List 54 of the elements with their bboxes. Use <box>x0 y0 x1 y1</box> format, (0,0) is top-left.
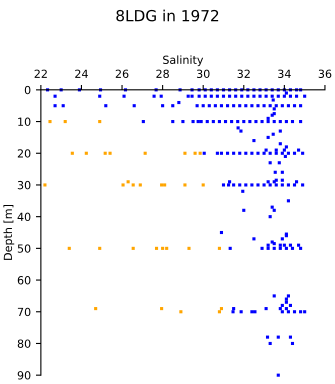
point <box>84 152 88 155</box>
y-tick-label: 80 <box>18 339 30 348</box>
point <box>160 183 164 187</box>
x-tick-label: 32 <box>238 70 250 78</box>
y-axis-title: Depth [m] <box>3 205 14 260</box>
x-tick-label: 24 <box>75 70 88 78</box>
point <box>218 246 221 250</box>
x-tick-label: 34 <box>278 70 291 78</box>
point <box>48 120 52 124</box>
x-tick-label: 28 <box>156 70 169 78</box>
point <box>70 152 74 155</box>
x-tick-label: 26 <box>116 70 128 78</box>
x-tick-label: 22 <box>34 70 47 78</box>
point <box>161 246 164 250</box>
point <box>165 246 168 250</box>
point <box>163 183 166 187</box>
point <box>202 183 205 187</box>
chart-title: 8LDG in 1972 <box>116 10 218 22</box>
point <box>94 307 98 310</box>
y-tick-label: 40 <box>18 212 30 222</box>
point <box>132 246 135 250</box>
point <box>43 183 46 187</box>
point <box>154 246 158 250</box>
point <box>220 307 224 310</box>
point <box>179 310 182 314</box>
point <box>64 120 67 124</box>
point <box>121 183 125 187</box>
y-tick-label: 0 <box>24 86 30 94</box>
point <box>132 183 135 187</box>
y-tick-label: 90 <box>18 371 30 380</box>
y-tick-label: 70 <box>18 308 30 316</box>
x-tick-label: 36 <box>318 70 332 78</box>
point <box>183 152 186 155</box>
point <box>98 120 102 124</box>
point <box>160 307 164 310</box>
point <box>187 246 191 250</box>
y-tick-label: 50 <box>18 244 30 253</box>
point <box>68 246 71 250</box>
y-tick-label: 10 <box>18 118 30 126</box>
point <box>138 183 142 187</box>
point <box>183 183 186 187</box>
point <box>126 180 130 184</box>
point <box>104 152 107 155</box>
point <box>198 152 202 155</box>
y-tick-label: 30 <box>18 180 30 190</box>
x-tick-label: 30 <box>196 70 210 78</box>
y-tick-label: 20 <box>18 149 30 158</box>
point <box>144 152 147 155</box>
point <box>194 152 197 155</box>
point <box>108 152 112 155</box>
point <box>98 246 102 250</box>
x-axis-title: Salinity <box>163 55 204 66</box>
y-tick-label: 60 <box>18 276 30 284</box>
point <box>218 310 221 314</box>
